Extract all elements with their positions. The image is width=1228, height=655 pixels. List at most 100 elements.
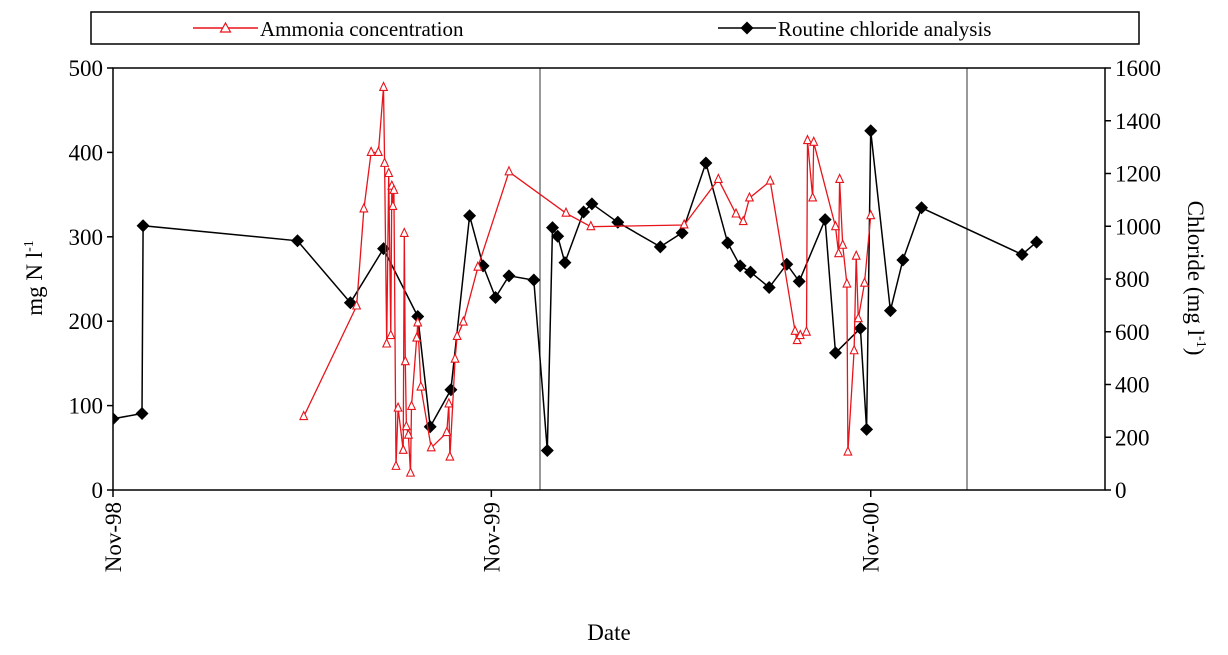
ammonia-point [849, 344, 859, 355]
ammonia-point [473, 260, 483, 271]
y-axis-right-title: Chloride (mg l-1) [1183, 201, 1208, 356]
chloride-point [463, 209, 477, 223]
ammonia-point [561, 206, 571, 217]
y-right-tick-label: 1400 [1115, 109, 1161, 134]
ammonia-point [792, 334, 802, 345]
ammonia-point [504, 165, 514, 176]
y-left-tick-label: 100 [69, 394, 104, 419]
x-tick-label: Nov-98 [101, 502, 126, 572]
chloride-point [136, 219, 150, 233]
chloride-point [488, 290, 502, 304]
chloride-point [860, 422, 874, 436]
y-left-tick-label: 500 [69, 56, 104, 81]
ammonia-point [731, 207, 741, 218]
chloride-point [502, 269, 516, 283]
ammonia-point [378, 81, 389, 91]
ammonia-point [416, 380, 426, 391]
ammonia-point [366, 146, 376, 156]
legend-label-chloride: Routine chloride analysis [778, 17, 991, 41]
y-left-tick-label: 0 [92, 478, 104, 503]
chloride-point [527, 273, 541, 287]
y-right-tick-label: 1600 [1115, 56, 1161, 81]
ammonia-point [713, 173, 724, 183]
y-right-tick-label: 1000 [1115, 214, 1161, 239]
ammonia-point [833, 247, 844, 258]
ammonia-point [458, 315, 469, 326]
chloride-point [546, 221, 560, 235]
legend-entry-chloride: Routine chloride analysis [718, 17, 991, 41]
chloride-point [721, 236, 735, 250]
legend: Ammonia concentration Routine chloride a… [90, 11, 1140, 45]
series-ammonia [299, 81, 876, 477]
ammonia-point [795, 329, 805, 340]
chloride-point [915, 201, 929, 215]
ammonia-point [445, 450, 455, 461]
chloride-point [291, 234, 305, 248]
plot-area [112, 67, 1106, 491]
ammonia-point [790, 325, 800, 335]
ammonia-point [373, 146, 384, 156]
chloride-line [113, 130, 1038, 451]
chloride-point [853, 321, 867, 335]
ammonia-point [426, 441, 436, 452]
ammonia-point [738, 215, 748, 226]
y-right-tick-label: 800 [1115, 267, 1150, 292]
series-chloride [113, 124, 1044, 457]
chloride-point [780, 257, 794, 271]
ammonia-point [389, 184, 399, 194]
ammonia-point [866, 209, 876, 220]
chloride-point [675, 226, 689, 240]
chloride-point [577, 205, 591, 219]
ammonia-point [834, 173, 845, 183]
y-right-tick-label: 400 [1115, 373, 1150, 398]
ammonia-point [388, 200, 398, 210]
ammonia-point [406, 400, 417, 410]
y-left-tick-label: 200 [69, 309, 104, 334]
chloride-point [411, 309, 425, 323]
ammonia-point [442, 426, 452, 437]
chloride-point [540, 443, 554, 457]
ammonia-point [351, 299, 362, 310]
chloride-point [828, 346, 842, 360]
ammonia-point [412, 331, 422, 342]
ammonia-point [399, 227, 409, 237]
ammonia-point [401, 420, 412, 431]
ammonia-point [391, 460, 401, 470]
ammonia-point [400, 355, 410, 366]
chloride-point [113, 412, 120, 426]
y-right-tick-label: 200 [1115, 425, 1150, 450]
legend-entry-ammonia: Ammonia concentration [193, 17, 464, 41]
ammonia-point [843, 445, 853, 456]
chloride-point [864, 124, 878, 138]
chloride-point [1030, 235, 1044, 249]
legend-marker-ammonia [219, 21, 232, 33]
y-axis-right-title-main: Chloride (mg l [1183, 201, 1208, 336]
y-axis-right-title-sup: -1 [1193, 336, 1208, 348]
chloride-point [883, 304, 897, 318]
ammonia-point [802, 134, 813, 145]
y-axis-left-title-main: mg N l [22, 252, 47, 316]
ammonia-point [403, 428, 414, 439]
chloride-point [818, 213, 832, 227]
legend-box [90, 11, 1140, 45]
ammonia-point [384, 167, 394, 178]
ammonia-point [838, 238, 848, 249]
ammonia-point [452, 330, 462, 340]
x-axis-title: Date [587, 620, 630, 645]
ammonia-line [303, 87, 872, 474]
ammonia-point [586, 220, 596, 231]
ammonia-point [859, 276, 870, 287]
legend-marker-chloride [740, 21, 754, 35]
ammonia-point [393, 401, 403, 412]
ammonia-point [386, 329, 396, 340]
chloride-point [377, 242, 391, 256]
ammonia-point [853, 312, 863, 323]
ammonia-point [359, 202, 369, 213]
y-right-tick-label: 1200 [1115, 162, 1161, 187]
ammonia-point [398, 444, 408, 454]
chloride-point [699, 156, 713, 170]
ammonia-point [679, 218, 689, 229]
ammonia-point [379, 157, 390, 167]
axes: 0 100 200 300 400 500 0 200 400 600 800 1000 1200 140… [69, 56, 1162, 572]
chloride-point [444, 383, 458, 397]
